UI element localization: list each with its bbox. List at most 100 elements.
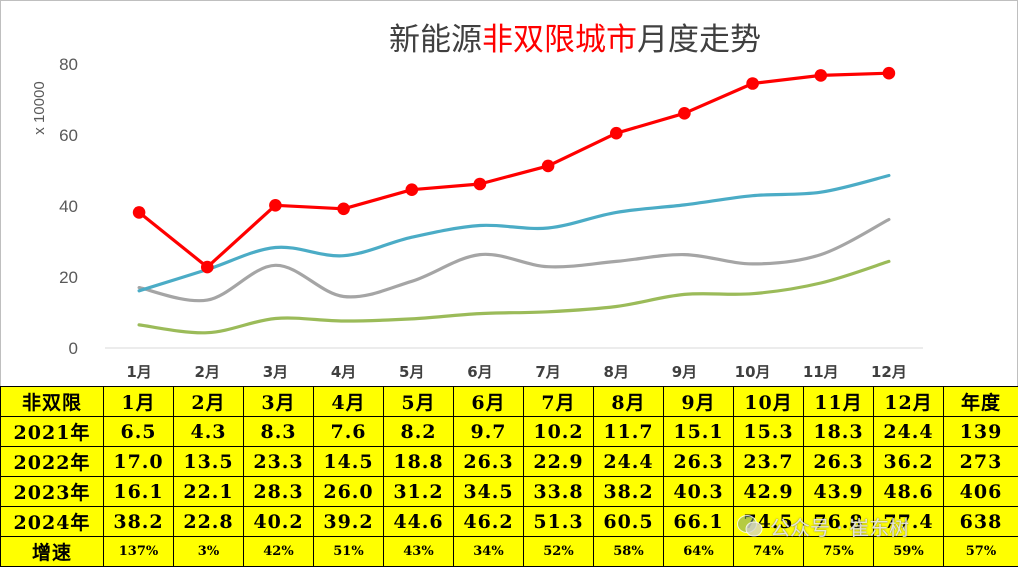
table-cell: 46.2 (453, 506, 524, 537)
table-cell: 42.9 (733, 476, 804, 507)
table-cell: 10.2 (523, 416, 594, 447)
table-header-row: 非双限 1月 2月 3月 4月 5月 6月 7月 8月 9月 10月 11月 12月 年度 (0, 386, 1018, 417)
table-cell: 43.9 (803, 476, 874, 507)
table-cell: 26.3 (803, 446, 874, 477)
x-tick-label: 2月 (195, 363, 220, 381)
table-cell: 18.3 (803, 416, 874, 447)
table-cell: 7.6 (313, 416, 384, 447)
column-header: 8月 (593, 386, 664, 417)
annual-total-cell: 638 (943, 506, 1018, 537)
row-label: 2022年 (0, 446, 104, 477)
table-cell: 17.0 (103, 446, 174, 477)
table-cell: 40.3 (663, 476, 734, 507)
table-cell: 13.5 (173, 446, 244, 477)
growth-cell: 51% (313, 536, 384, 567)
table-cell: 24.4 (873, 416, 944, 447)
growth-cell: 3% (173, 536, 244, 567)
table-cell: 6.5 (103, 416, 174, 447)
x-tick-label: 12月 (871, 363, 907, 381)
column-header: 6月 (453, 386, 524, 417)
column-header: 11月 (803, 386, 874, 417)
y-tick-label: 0 (69, 339, 78, 358)
row-label: 2021年 (0, 416, 104, 447)
x-tick-label: 1月 (126, 363, 151, 381)
growth-cell: 64% (663, 536, 734, 567)
column-header: 1月 (103, 386, 174, 417)
column-header: 3月 (243, 386, 314, 417)
series-line-2021 (137, 259, 891, 335)
growth-cell: 52% (523, 536, 594, 567)
data-point-2024-5 (405, 183, 419, 196)
x-tick-label: 7月 (535, 363, 560, 381)
x-tick-label: 9月 (672, 363, 697, 381)
table-cell: 40.2 (243, 506, 314, 537)
x-tick-label: 3月 (263, 363, 288, 381)
table-cell: 66.1 (663, 506, 734, 537)
row-label: 2023年 (0, 476, 104, 507)
growth-cell: 42% (243, 536, 314, 567)
table-corner-label: 非双限 (0, 386, 104, 417)
growth-cell: 59% (873, 536, 944, 567)
table-row: 2021年 6.5 4.3 8.3 7.6 8.2 9.7 10.2 11.7 15.1 15.3 1… (0, 416, 1018, 447)
table-cell: 24.4 (593, 446, 664, 477)
table-cell: 34.5 (453, 476, 524, 507)
table-row: 2024年 38.2 22.8 40.2 39.2 44.6 46.2 51.3 60.5 66.… (0, 506, 1018, 537)
series-line-2022 (137, 217, 891, 303)
y-tick-label: 80 (59, 55, 78, 74)
table-cell: 28.3 (243, 476, 314, 507)
title-highlight: 非双限城市 (482, 22, 637, 58)
line-chart: 0 20 40 60 80 1月 2月 3月 4月 5月 6月 7月 8月 9月 10月 11月 12月 (59, 55, 923, 381)
table-cell: 74.5 (733, 506, 804, 537)
table-cell: 14.5 (313, 446, 384, 477)
table-cell: 26.0 (313, 476, 384, 507)
table-row: 2023年 16.1 22.1 28.3 26.0 31.2 34.5 33.8 38.2 40.… (0, 476, 1018, 507)
column-header: 4月 (313, 386, 384, 417)
table-cell: 9.7 (453, 416, 524, 447)
table-cell: 60.5 (593, 506, 664, 537)
column-header: 5月 (383, 386, 454, 417)
growth-row: 增速 137% 3% 42% 51% 43% 34% 52% 58% 64% 74% 75% 59% 57… (0, 536, 1018, 567)
growth-cell: 43% (383, 536, 454, 567)
annual-total-cell: 139 (943, 416, 1018, 447)
table-cell: 48.6 (873, 476, 944, 507)
data-point-2024-3 (269, 199, 282, 212)
y-tick-label: 20 (59, 268, 78, 287)
column-header: 12月 (873, 386, 944, 417)
row-label: 增速 (0, 536, 104, 567)
title-prefix: 新能源 (389, 22, 482, 58)
series-line-2023 (137, 173, 891, 293)
column-header: 10月 (733, 386, 804, 417)
growth-cell: 58% (593, 536, 664, 567)
column-header: 9月 (663, 386, 734, 417)
growth-cell: 75% (803, 536, 874, 567)
table-cell: 23.3 (243, 446, 314, 477)
table-body: 非双限 1月 2月 3月 4月 5月 6月 7月 8月 9月 10月 11月 12月 年度 2021年 6.5… (0, 386, 1018, 567)
data-point-2024-6 (473, 177, 487, 191)
data-point-2024-4 (337, 202, 350, 216)
table-cell: 18.8 (383, 446, 454, 477)
column-header: 年度 (943, 386, 1018, 417)
y-tick-label: 60 (59, 126, 78, 145)
x-tick-label: 4月 (331, 363, 356, 381)
annual-total-cell: 406 (943, 476, 1018, 507)
x-tick-label: 11月 (803, 363, 839, 381)
x-tick-label: 6月 (467, 363, 492, 381)
table-cell: 15.1 (663, 416, 734, 447)
growth-cell: 34% (453, 536, 524, 567)
table-cell: 26.3 (453, 446, 524, 477)
data-point-2024-11 (814, 69, 828, 82)
table-cell: 22.1 (173, 476, 244, 507)
x-tick-label: 5月 (399, 363, 424, 381)
y-tick-label: 40 (59, 197, 78, 216)
data-point-2024-2 (201, 260, 214, 274)
data-point-2024-1 (132, 206, 146, 219)
table-cell: 22.8 (173, 506, 244, 537)
table-cell: 44.6 (383, 506, 454, 537)
table-row: 2022年 17.0 13.5 23.3 14.5 18.8 26.3 22.9 24.4 26.… (0, 446, 1018, 477)
table-cell: 26.3 (663, 446, 734, 477)
table-cell: 23.7 (733, 446, 804, 477)
table-cell: 15.3 (733, 416, 804, 447)
column-header: 7月 (523, 386, 594, 417)
data-point-2024-10 (746, 77, 759, 90)
x-tick-label: 10月 (735, 363, 771, 381)
